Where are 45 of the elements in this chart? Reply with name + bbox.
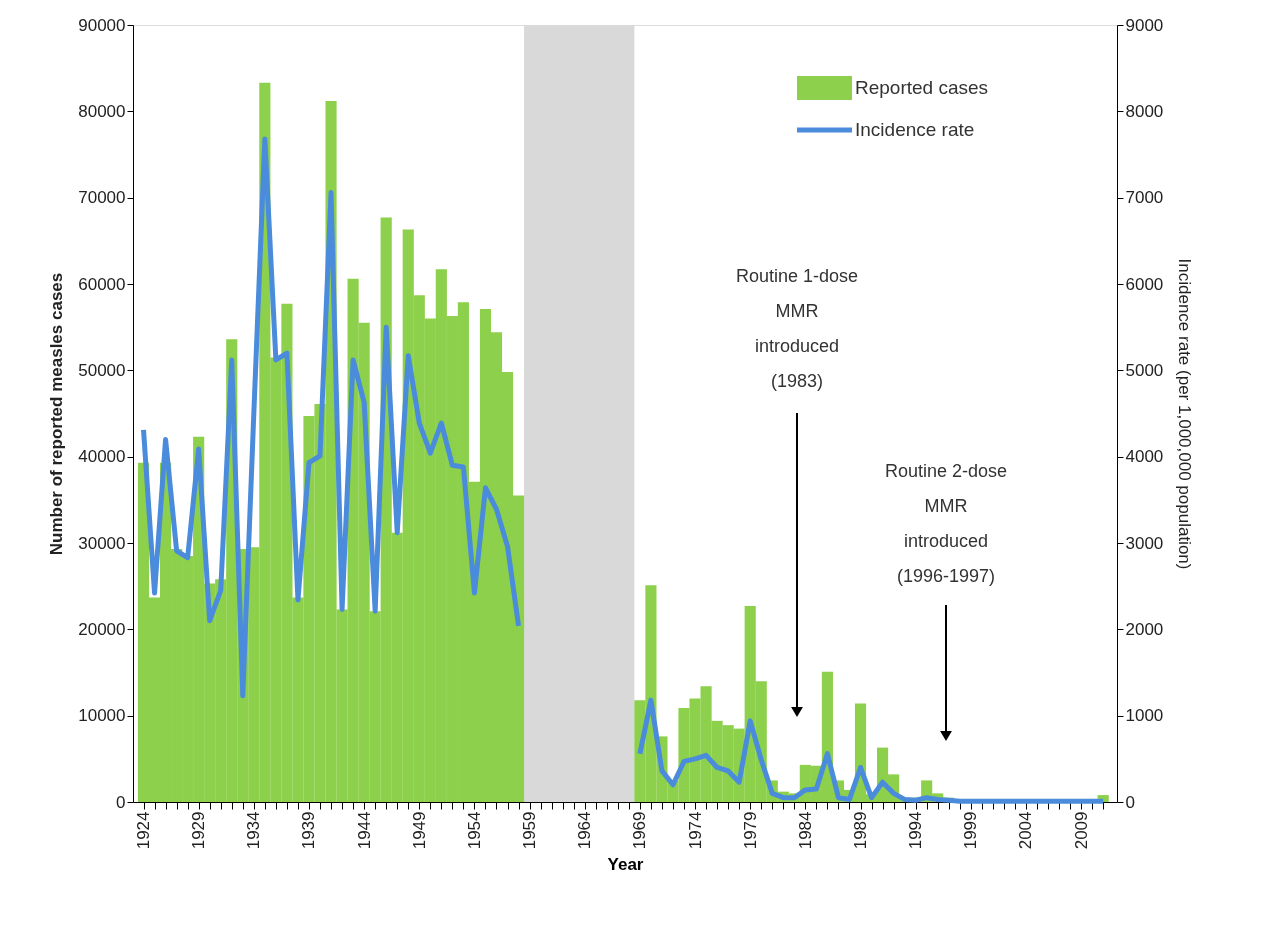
y2-tick-label: 2000 — [1125, 619, 1164, 639]
y-tick-label: 30000 — [78, 533, 126, 553]
y2-tick-label: 5000 — [1125, 360, 1164, 380]
annotation: Routine 2-dose MMR introduced (1996-1997) — [884, 461, 1008, 586]
y-tick-label: 20000 — [78, 619, 126, 639]
y2-tick-label: 8000 — [1125, 101, 1164, 121]
y2-tick-label: 1000 — [1125, 706, 1164, 726]
x-tick-label: 1929 — [189, 811, 209, 850]
x-tick-label: 2009 — [1071, 811, 1091, 850]
y-tick-label: 40000 — [78, 447, 126, 467]
x-tick-label: 1999 — [961, 811, 981, 850]
y-tick-label: 60000 — [78, 274, 126, 294]
y2-tick-label: 3000 — [1125, 533, 1164, 553]
y-tick-label: 70000 — [78, 188, 126, 208]
x-tick-label: 1934 — [244, 811, 264, 850]
x-tick-label: 1989 — [851, 811, 870, 850]
x-tick-label: 1944 — [354, 811, 374, 850]
y2-tick-label: 4000 — [1125, 447, 1164, 467]
y2-tick-label: 9000 — [1125, 15, 1164, 35]
x-tick-label: 1984 — [795, 811, 815, 850]
y2-tick-label: 0 — [1125, 792, 1135, 812]
x-tick-label: 1979 — [740, 811, 760, 850]
y2-tick-label: 6000 — [1125, 274, 1164, 294]
x-tick-label: 1959 — [520, 811, 540, 850]
y-tick-label: 10000 — [78, 706, 126, 726]
x-tick-label: 1939 — [299, 811, 319, 850]
legend-label: Reported cases — [855, 77, 989, 98]
y-tick-label: 50000 — [78, 360, 126, 380]
x-axis-title: Year — [607, 855, 644, 875]
x-tick-label: 1969 — [630, 811, 650, 850]
x-tick-label: 1949 — [409, 811, 429, 850]
legend-label: Incidence rate — [855, 119, 975, 140]
y-tick-label: 90000 — [78, 15, 126, 35]
x-tick-label: 1974 — [685, 811, 705, 850]
x-tick-label: 1924 — [134, 811, 154, 850]
x-tick-label: 1994 — [906, 811, 926, 850]
y2-tick-label: 7000 — [1125, 188, 1164, 208]
x-tick-label: 1954 — [464, 811, 484, 850]
y-axis-title: Number of reported measles cases — [47, 272, 67, 556]
y2-axis-title: Incidence rate (per 1,000,000 population) — [1175, 258, 1195, 570]
annotation: Routine 1-dose MMR introduced (1983) — [735, 266, 859, 391]
x-tick-label: 2004 — [1016, 811, 1036, 850]
x-tick-label: 1964 — [575, 811, 595, 850]
y-tick-label: 80000 — [78, 101, 126, 121]
y-tick-label: 0 — [116, 792, 126, 812]
